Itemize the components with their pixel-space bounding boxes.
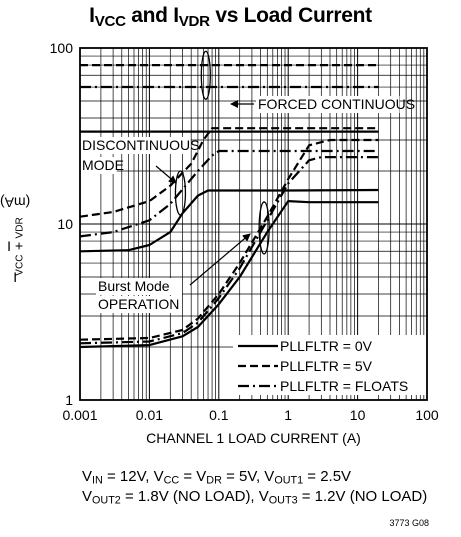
- conditions-line-1: VIN = 12V, VCC = VDR = 5V, VOUT1 = 2.5V: [82, 468, 352, 487]
- y-tick-label: 100: [50, 40, 74, 56]
- annotation-operation: OPERATION: [98, 296, 179, 312]
- discontinuous-ellipse: [174, 170, 187, 216]
- discontinuous-arrow: [155, 165, 177, 184]
- legend-label-dashed: PLLFLTR = 5V: [280, 358, 373, 374]
- legend-label-solid: PLLFLTR = 0V: [280, 338, 373, 354]
- x-tick-label: 0.01: [136, 407, 163, 423]
- legend-label-dashdot: PLLFLTR = FLOATS: [280, 378, 408, 394]
- annotation-burst-mode: Burst Mode: [98, 278, 170, 294]
- burst-mode-arrow: [189, 233, 251, 286]
- x-axis-label: CHANNEL 1 LOAD CURRENT (A): [146, 430, 361, 446]
- annotation-burst-mode-bg: [96, 278, 182, 295]
- x-tick-label: 100: [415, 407, 439, 423]
- annotation-mode: MODE: [82, 157, 124, 173]
- chart-title: IVCC and IVDR vs Load Current: [89, 4, 372, 30]
- plot-frame: [79, 47, 428, 401]
- x-tick-label: 1: [284, 407, 292, 423]
- x-tick-label: 0.001: [62, 407, 97, 423]
- burst-mode-ellipse: [258, 201, 270, 255]
- series-line-discontinuous-solid: [79, 188, 379, 253]
- annotation-forced-continuous: FORCED CONTINUOUS: [258, 96, 415, 112]
- series-line-burst-dashed: [79, 138, 379, 341]
- series-line-discontinuous-dashed: [79, 127, 379, 218]
- series-line-burst-solid: [79, 200, 379, 349]
- y-tick-label: 10: [57, 216, 73, 232]
- forced-continuous-ellipse: [200, 50, 211, 100]
- annotation-mode-bg: [80, 157, 117, 174]
- y-tick-label: 1: [65, 392, 73, 408]
- x-tick-label: 0.1: [209, 407, 229, 423]
- annotation-operation-bg: [96, 296, 174, 313]
- annotation-forced-continuous-bg: [256, 96, 400, 113]
- conditions-line-2: VOUT2 = 1.8V (NO LOAD), VOUT3 = 1.2V (NO…: [82, 488, 428, 507]
- series-line-burst-dashdot: [79, 156, 379, 345]
- figure-number: 3773 G08: [389, 518, 429, 528]
- x-tick-label: 10: [350, 407, 366, 423]
- annotation-discontinuous: DISCONTINUOUS: [82, 137, 199, 153]
- series-line-discontinuous-dashdot: [79, 149, 379, 238]
- annotation-discontinuous-bg: [80, 137, 191, 154]
